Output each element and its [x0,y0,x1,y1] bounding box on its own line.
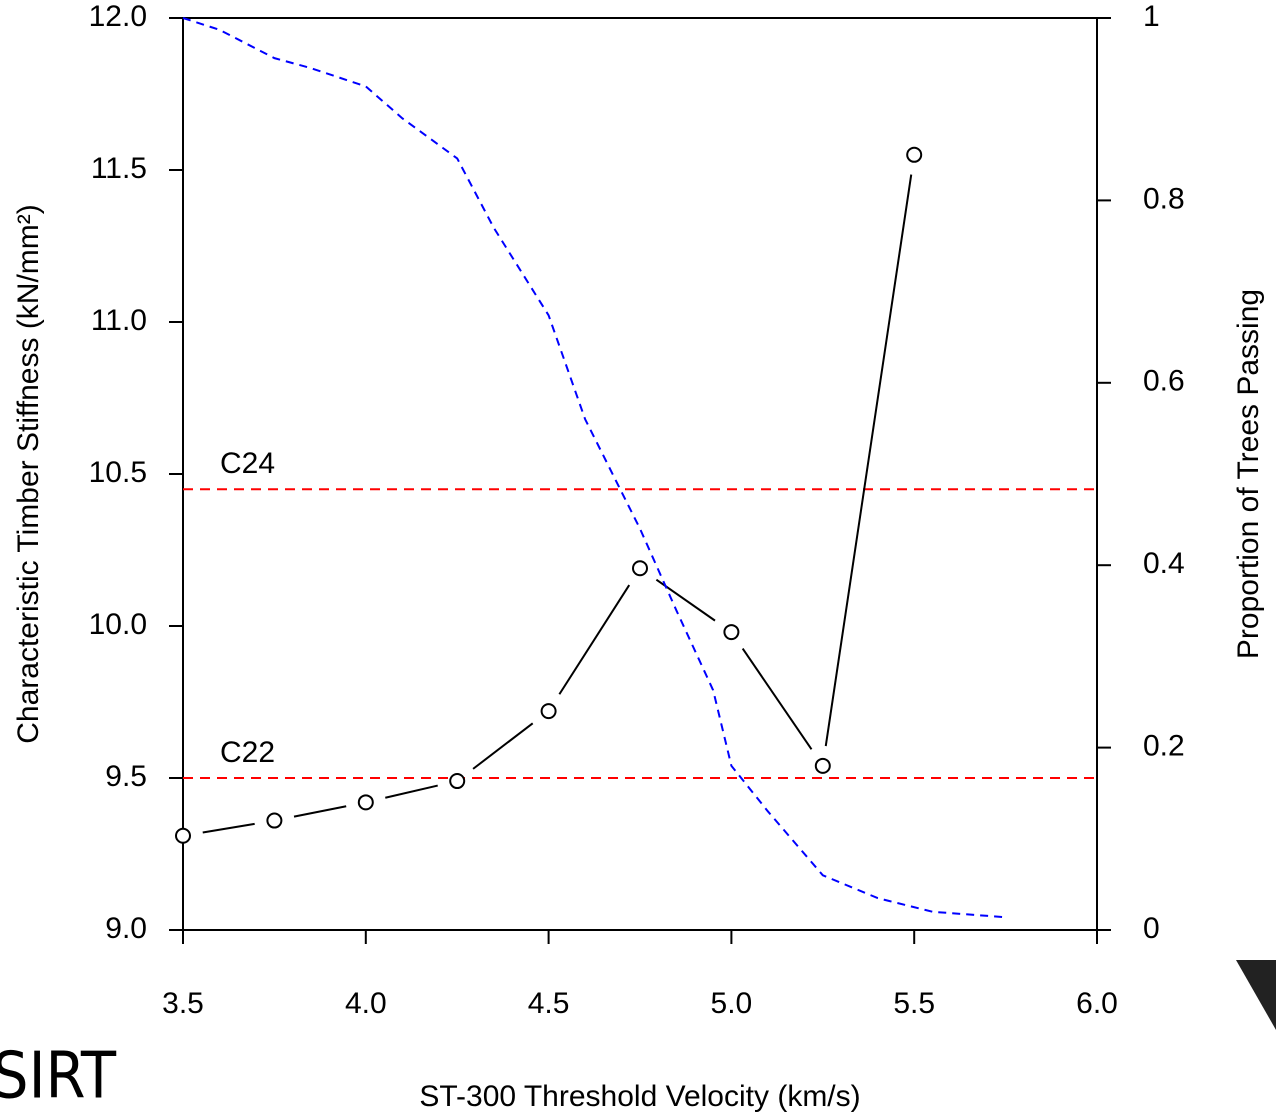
y-tick-label: 10.0 [89,608,147,641]
connector [824,174,913,747]
connector [293,805,347,818]
y2-tick-label: 0.8 [1143,182,1185,215]
connector [741,648,813,750]
x-tick-label: 6.0 [1076,987,1118,1020]
plot-frame [182,17,1098,931]
y2-tick-label: 0.2 [1143,730,1185,763]
y-tick-label: 12.0 [89,0,147,33]
point [632,560,648,577]
y-tick-label: 10.5 [89,456,147,489]
y2-tick-label: 1 [1143,0,1160,33]
connector [558,584,631,695]
point [723,624,740,641]
connector [472,722,534,770]
connector [385,784,438,799]
y-axis-label: Characteristic Timber Stiffness (kN/mm²) [12,204,45,744]
y-tick-label: 11.5 [91,152,147,185]
point [266,812,283,829]
y2-tick-label: 0.4 [1143,547,1185,580]
point [540,703,557,720]
point [906,146,923,163]
point [814,757,831,774]
y-tick-label: 9.0 [105,912,147,945]
point [357,794,374,811]
reference-label: C24 [220,447,275,480]
reference-label: C22 [220,736,275,769]
x-tick-label: 4.5 [528,987,570,1020]
x-tick-label: 5.5 [893,987,935,1020]
x-tick-label: 4.0 [345,987,387,1020]
x-axis-label: ST-300 Threshold Velocity (km/s) [419,1080,860,1113]
y2-axis-label: Proportion of Trees Passing [1232,289,1265,659]
point [449,773,466,790]
y-tick-label: 9.5 [105,760,147,793]
y2-tick-label: 0 [1143,912,1160,945]
line [182,17,1006,919]
x-tick-label: 3.5 [162,987,204,1020]
y-tick-label: 11.0 [91,304,147,337]
logo-text: SIRT [0,1040,117,1114]
connector [202,822,255,834]
logo-image [1236,960,1276,1030]
point [175,827,191,844]
y2-tick-label: 0.6 [1143,365,1185,398]
x-tick-label: 5.0 [711,987,753,1020]
